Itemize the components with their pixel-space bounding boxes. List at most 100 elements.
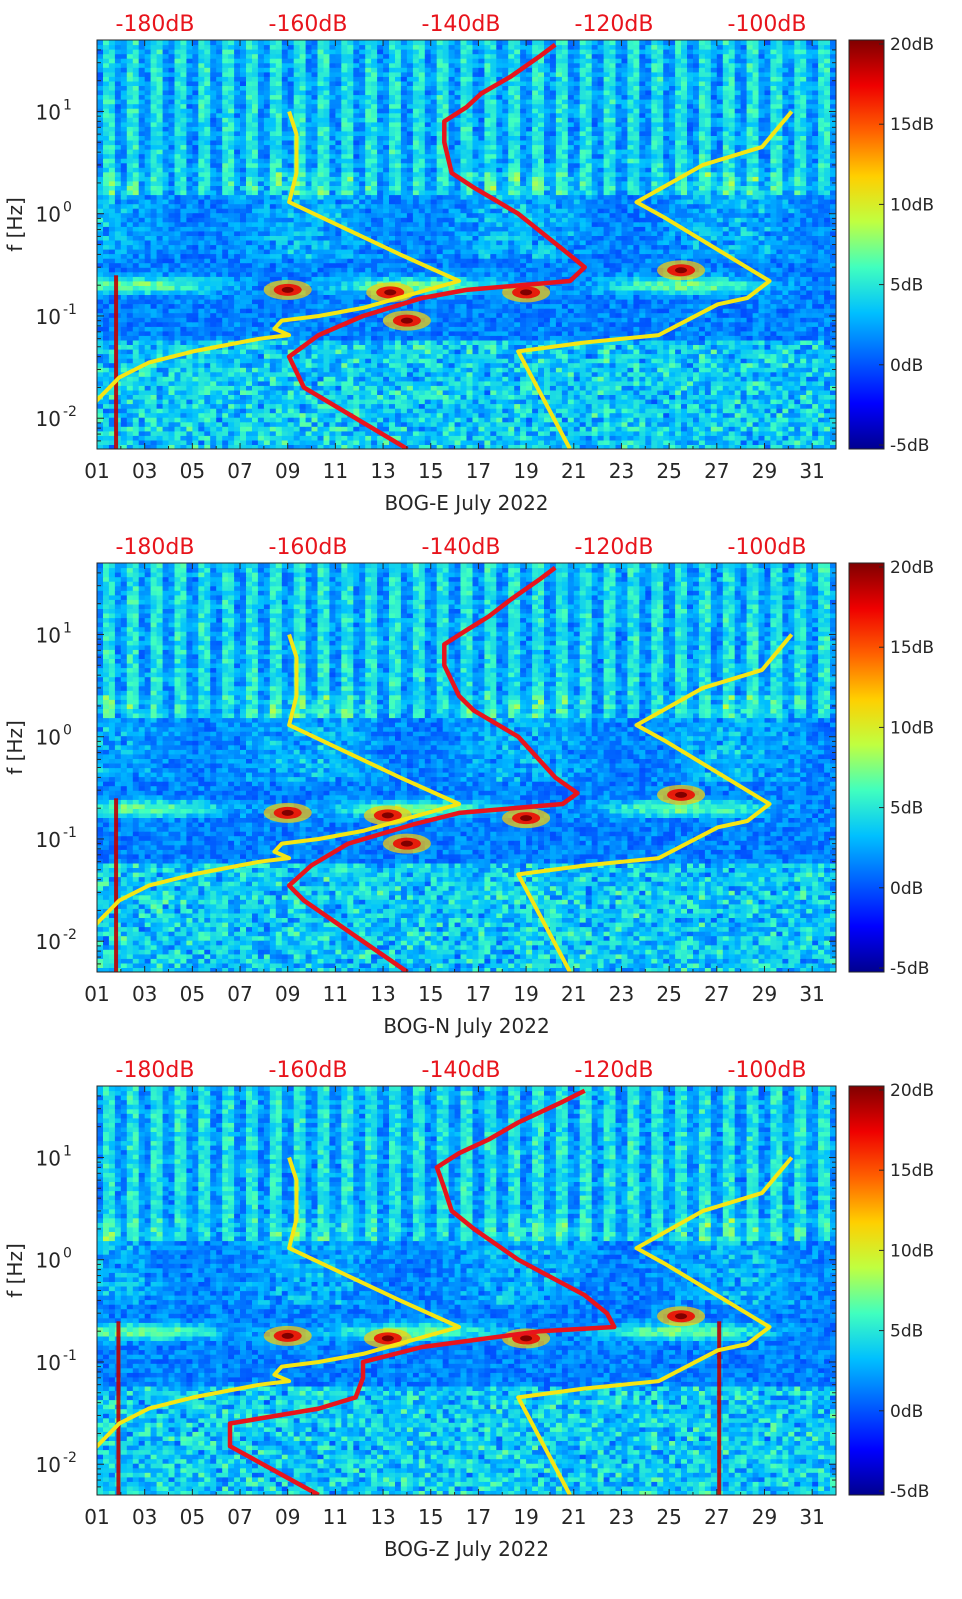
series-station-noise-PSD	[227, 1088, 617, 1495]
x-tick-label: 25	[656, 982, 681, 1006]
x-tick-label: 29	[752, 982, 777, 1006]
colorbar-tick-label: 20dB	[890, 1081, 934, 1101]
top-db-axis-label: -100dB	[728, 1058, 807, 1083]
top-db-axis-label: -180dB	[116, 1058, 195, 1083]
x-tick-label: 09	[275, 982, 300, 1006]
top-db-axis-label: -120dB	[575, 1058, 654, 1083]
x-tick-label: 13	[370, 459, 395, 483]
x-tick-label: 21	[561, 982, 586, 1006]
top-db-axis-label: -100dB	[728, 12, 807, 37]
x-tick-label: 05	[180, 1505, 205, 1529]
x-tick-label: 25	[656, 459, 681, 483]
colorbar-tick-label: 20dB	[890, 35, 934, 55]
x-tick-label: 01	[84, 459, 109, 483]
x-tick-label: 23	[609, 982, 634, 1006]
x-tick-label: 17	[466, 459, 491, 483]
x-tick-label: 01	[84, 982, 109, 1006]
x-tick-label: 23	[609, 459, 634, 483]
x-tick-label: 27	[704, 982, 729, 1006]
x-tick-label: 23	[609, 1505, 634, 1529]
colorbar-tick-label: -5dB	[890, 959, 929, 979]
colorbar	[848, 39, 885, 450]
series-noise-model-low	[97, 110, 462, 404]
y-axis-label: f [Hz]	[3, 197, 27, 252]
y-tick-exponent: -2	[63, 1450, 77, 1466]
y-tick-exponent: 0	[63, 1246, 72, 1262]
x-tick-label: 03	[132, 1505, 157, 1529]
y-tick-exponent: -2	[63, 404, 77, 420]
y-tick-label: 10	[36, 1249, 61, 1273]
x-tick-label: 15	[418, 1505, 443, 1529]
y-tick-exponent: 1	[63, 1143, 72, 1159]
y-tick-label: 10	[36, 1453, 61, 1477]
x-tick-label: 19	[513, 459, 538, 483]
x-tick-label: 21	[561, 459, 586, 483]
y-tick-exponent: 1	[63, 620, 72, 636]
x-axis-label: BOG-N July 2022	[383, 1014, 549, 1038]
x-tick-label: 09	[275, 459, 300, 483]
y-tick-exponent: 0	[63, 723, 72, 739]
colorbar-tick-label: -5dB	[890, 1482, 929, 1502]
x-tick-label: 19	[513, 1505, 538, 1529]
y-tick-label: 10	[36, 930, 61, 954]
y-tick-label: 10	[36, 726, 61, 750]
x-tick-label: 27	[704, 459, 729, 483]
x-tick-label: 15	[418, 982, 443, 1006]
colorbar-tick-label: 10dB	[890, 718, 934, 738]
series-station-noise-PSD	[286, 565, 580, 972]
series-noise-model-high	[516, 633, 794, 972]
x-tick-label: 15	[418, 459, 443, 483]
colorbar-tick-label: 5dB	[890, 799, 923, 819]
colorbar-tick-label: 0dB	[890, 1402, 923, 1422]
top-db-axis-label: -160dB	[269, 12, 348, 37]
x-tick-label: 11	[323, 459, 348, 483]
x-tick-label: 03	[132, 982, 157, 1006]
y-tick-exponent: -1	[63, 302, 77, 318]
top-db-axis-label: -120dB	[575, 12, 654, 37]
x-tick-label: 07	[227, 982, 252, 1006]
colorbar-tick-label: 15dB	[890, 1161, 934, 1181]
top-db-axis-label: -160dB	[269, 1058, 348, 1083]
y-tick-exponent: -1	[63, 825, 77, 841]
x-tick-label: 11	[323, 982, 348, 1006]
top-db-axis-label: -160dB	[269, 535, 348, 560]
x-tick-label: 03	[132, 459, 157, 483]
y-tick-label: 10	[36, 203, 61, 227]
colorbar-tick-label: 0dB	[890, 356, 923, 376]
y-tick-label: 10	[36, 623, 61, 647]
y-tick-exponent: 0	[63, 200, 72, 216]
series-noise-model-low	[97, 633, 462, 927]
y-tick-label: 10	[36, 305, 61, 329]
x-tick-label: 01	[84, 1505, 109, 1529]
x-tick-label: 27	[704, 1505, 729, 1529]
x-tick-label: 05	[180, 459, 205, 483]
top-db-axis-label: -140dB	[422, 12, 501, 37]
colorbar-tick-label: 15dB	[890, 115, 934, 135]
x-tick-label: 31	[799, 1505, 824, 1529]
x-tick-label: 07	[227, 459, 252, 483]
colorbar-tick-label: 5dB	[890, 276, 923, 296]
x-tick-label: 17	[466, 982, 491, 1006]
colorbar	[848, 1085, 885, 1496]
colorbar-tick-label: 10dB	[890, 195, 934, 215]
series-station-noise-PSD	[286, 42, 587, 449]
top-db-axis-label: -140dB	[422, 535, 501, 560]
y-tick-label: 10	[36, 828, 61, 852]
x-tick-label: 13	[370, 1505, 395, 1529]
top-db-axis-label: -140dB	[422, 1058, 501, 1083]
x-tick-label: 05	[180, 982, 205, 1006]
series-noise-model-low	[97, 1156, 462, 1450]
colorbar-tick-label: 10dB	[890, 1241, 934, 1261]
colorbar-tick-label: 0dB	[890, 879, 923, 899]
colorbar-tick-label: -5dB	[890, 436, 929, 456]
y-axis-label: f [Hz]	[3, 720, 27, 775]
y-axis-label: f [Hz]	[3, 1243, 27, 1298]
spectrogram-image	[97, 563, 836, 972]
y-tick-label: 10	[36, 100, 61, 124]
x-tick-label: 21	[561, 1505, 586, 1529]
x-tick-label: 25	[656, 1505, 681, 1529]
x-tick-label: 09	[275, 1505, 300, 1529]
x-tick-label: 13	[370, 982, 395, 1006]
